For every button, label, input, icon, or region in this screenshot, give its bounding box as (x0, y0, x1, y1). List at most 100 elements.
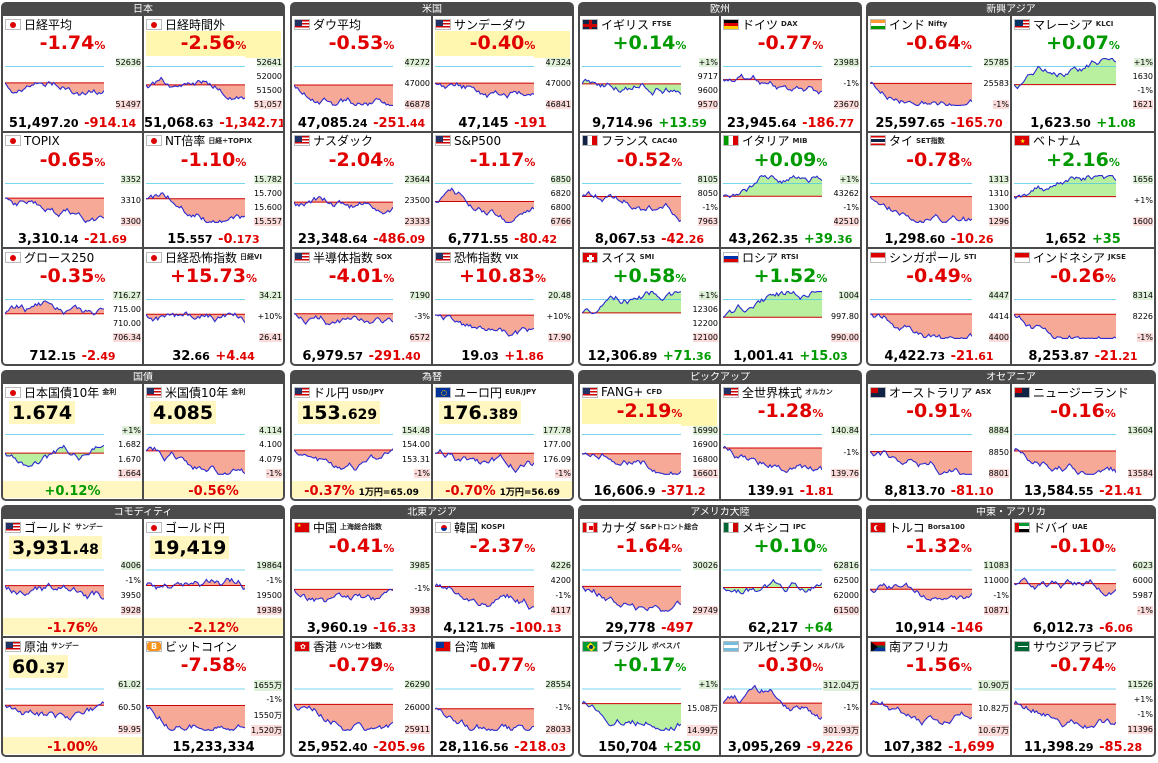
axis-label: 4400 (988, 333, 1009, 343)
axis-label: 61.02 (118, 680, 141, 689)
market-tile[interactable]: 日本国債10年 金利 1.674 +1% 1.682 1.670 1.664 +0.12% (3, 384, 142, 499)
market-tile[interactable]: グロース250 -0.35% 716.27 715.00 710.00 706.34 712… (3, 249, 142, 364)
price-value: 47,085 (297, 115, 349, 131)
change-percent: +2.16% (1046, 148, 1120, 171)
market-tile[interactable]: 台湾 加権 -0.77% 28554 -1% 28033 28,116.56 -218.03 (433, 638, 572, 755)
market-tile[interactable]: ドイツ DAX -0.77% 23983 -1% 23670 23,945.64 -186.… (721, 16, 860, 131)
market-tile[interactable]: 韓国 KOSPI -2.37% 4226 4200 -1% 4117 4,121.75 -10… (433, 519, 572, 636)
chart-fill-area (5, 301, 104, 316)
chart-fill-area (582, 191, 681, 222)
axis-label: 4117 (550, 606, 571, 615)
market-tile[interactable]: オーストラリア ASX -0.91% 8884 8850 8801 8,813.70 -81… (868, 384, 1010, 499)
price-line (581, 452, 682, 475)
price-chart (4, 678, 105, 733)
change-decimal: .49 (96, 349, 116, 363)
market-tile[interactable]: ユーロ円 EUR/JPY 176.389 177.78 177.00 176.09 -1% -… (433, 384, 572, 499)
market-tile[interactable]: 米国債10年 金利 4.085 4.114 4.100 4.079 -1% -0.56% (144, 384, 283, 499)
price-chart (581, 289, 682, 342)
axis-label: 47000 (545, 79, 571, 88)
market-tile[interactable]: インドネシア JKSE -0.26% 8314 8226 -1% 8,253.87 -21.… (1012, 249, 1154, 364)
market-tile[interactable]: S&P500 -1.17% 6850 6820 6800 6766 6,771.55 -80… (433, 132, 572, 248)
conversion-note: 1万円=65.09 (358, 488, 419, 498)
market-tile[interactable]: 半導体指数 SOX -4.01% 7190 -3% 6572 6,979.57 -291.4… (292, 249, 431, 364)
axis-label: -1% (266, 695, 282, 704)
price-row: 15.557 -0.173 (144, 229, 283, 247)
axis-label: 34.21 (259, 291, 282, 301)
price-line (4, 81, 105, 96)
market-tile[interactable]: ✿ 香港 ハンセン指数 -0.79% 26290 26000 25911 25,952.40 … (292, 638, 431, 755)
market-tile[interactable]: ロシア RTSI +1.52% 1004 997.80 990.00 1,001.41 +1… (721, 249, 860, 364)
change-percent: +15.73% (169, 265, 258, 288)
market-tile[interactable]: 恐怖指数 VIX +10.83% 20.48 +10% 17.90 19.03 +1.86 (433, 249, 572, 364)
market-tile[interactable]: ゴールド サンデー 3,931.48 4006 -1% 3950 3928 -1.76% (3, 519, 142, 636)
tile-header: ニュージーランド (1014, 385, 1152, 399)
market-tile[interactable]: ブラジル ボベスパ +0.17% +1% 15.08万 14.99万 150,704 +25… (580, 638, 719, 755)
market-tile[interactable]: ドバイ UAE -0.10% 6023 6000 5987 -1% 6,012.73 -6.0… (1012, 519, 1154, 636)
market-tile[interactable]: ★ 中国 上海総合指数 -0.41% 3985 -1% 3938 3,960.19 -16.3… (292, 519, 431, 636)
market-tile[interactable]: 全世界株式 オルカン -1.28% 140.84 -1% 139.76 139.91 -1.… (721, 384, 860, 499)
market-tile[interactable]: TOPIX -0.65% 3352 3310 3300 3,310.14 -21.69 (3, 132, 142, 248)
market-tile[interactable]: B ビットコイン -7.58% 1655万 -1% 1550万 1,520万 15,233,3… (144, 638, 283, 755)
market-tile[interactable]: ★ ベトナム +2.16% 1656 +1% 1600 1,652 +35 (1012, 132, 1154, 248)
market-tile[interactable]: FANG+ CFD -2.19% 16990 16900 16800 16601 16,606… (580, 384, 719, 499)
axis-label: 1300 (988, 202, 1009, 212)
axis-label: 1.664 (118, 469, 141, 478)
chart-area (581, 172, 682, 225)
change-percent: +0.12% (44, 484, 101, 499)
price-decimal: .75 (484, 622, 505, 635)
axis-label: 51,057 (254, 100, 282, 109)
chart-area (434, 424, 535, 477)
market-tile[interactable]: 原油 サンデー 60.37 61.02 60.50 59.95 -1.00% (3, 638, 142, 755)
market-tile[interactable]: フランス CAC40 -0.52% 8105 8050 -1% 7963 8,067.53 -… (580, 132, 719, 248)
price-value: 1,001 (733, 348, 775, 364)
price-line (434, 448, 535, 474)
market-tile[interactable]: ゴールド円 19,419 19864 -1% 19500 19389 -2.12% (144, 519, 283, 636)
chart-fill-area (1014, 578, 1116, 596)
region-panel: 新興アジア インド Nifty -0.64% 25785 25583 -1% 25,597.6… (866, 2, 1156, 366)
market-tile[interactable]: ダウ平均 -0.53% 47272 47000 46878 47,085.24 -251.… (292, 16, 431, 131)
region-title: 国債 (133, 372, 153, 383)
market-tile[interactable]: スイス SMI +0.58% +1% 12306 12200 12100 12,306.89 … (580, 249, 719, 364)
price-row: 25,952.40 -205.96 (292, 737, 431, 755)
market-tile[interactable]: イタリア MIB +0.09% +1% 43262 -1% 42510 43,262.35 +… (721, 132, 860, 248)
change-row: -0.56% (144, 481, 283, 499)
region-panel: 米国 ダウ平均 -0.53% 47272 47000 46878 47,085.24 -25… (290, 2, 574, 366)
market-tile[interactable]: 日経恐怖指数 日経VI +15.73% 34.21 +10% 26.41 32.66 +4.… (144, 249, 283, 364)
price-line (293, 313, 394, 326)
change-decimal: .33 (396, 622, 417, 635)
market-tile[interactable]: NT倍率 日経÷TOPIX -1.10% 15.782 15.700 15.600 15.5… (144, 132, 283, 248)
price-chart (293, 678, 394, 733)
axis-label: 46841 (545, 100, 571, 109)
market-tile[interactable]: マレーシア KLCI +0.07% +1% 1630 -1% 1621 1,623.50 +1… (1012, 16, 1154, 131)
axis-label: 177.78 (543, 426, 571, 435)
chart-area (4, 56, 105, 108)
market-tile[interactable]: ニュージーランド -0.16% 13604 13584 13,584.55 -21.41 (1012, 384, 1154, 499)
axis-label: 154.00 (402, 440, 430, 449)
change-percent: -1.17% (469, 148, 536, 171)
axis-label: 6000 (1132, 576, 1153, 585)
market-tile[interactable]: 日経時間外 -2.56% 52641 52000 51500 51,057 51,068.6… (144, 16, 283, 131)
flag-icon (870, 135, 886, 147)
change-percent: -2.04% (328, 148, 395, 171)
market-tile[interactable]: ドル円 USD/JPY 153.629 154.48 154.00 153.31 -1% -0… (292, 384, 431, 499)
market-tile[interactable]: シンガポール STI -0.49% 4447 4414 4400 4,422.73 -21.… (868, 249, 1010, 364)
market-tile[interactable]: 日経平均 -1.74% 52636 51497 51,497.20 -914.14 (3, 16, 142, 131)
market-tile[interactable]: サンデーダウ -0.40% 47324 47000 46841 47,145 -191 (433, 16, 572, 131)
market-tile[interactable]: インド Nifty -0.64% 25785 25583 -1% 25,597.65 -16… (868, 16, 1010, 131)
market-tile[interactable]: イギリス FTSE +0.14% +1% 9717 9600 9570 9,714.96 +1… (580, 16, 719, 131)
market-tile[interactable]: カナダ S&Pトロント総合 -1.64% 30026 29749 29,778 -497 (580, 519, 719, 636)
market-tile[interactable]: アルゼンチン メルバル -0.30% 312.04万 -1% 301.93万 3,095,2… (721, 638, 860, 755)
change-decimal: .03 (828, 349, 848, 363)
market-tile[interactable]: トルコ Borsa100 -1.32% 11083 11000 -1% 10871 10,91… (868, 519, 1010, 636)
market-tile[interactable]: サウジアラビア -0.74% 11526 +1% -1% 11396 11,398.29 -… (1012, 638, 1154, 755)
market-tile[interactable]: タイ SET指数 -0.78% 1313 1310 1300 1296 1,298.60 -1… (868, 132, 1010, 248)
market-sub: 金利 (102, 388, 117, 396)
tile-header: イタリア MIB (723, 134, 858, 148)
market-tile[interactable]: 南アフリカ -1.56% 10.90万 10.82万 10.67万 107,382 -1,… (868, 638, 1010, 755)
market-tile[interactable]: ナスダック -2.04% 23644 23500 23333 23,348.64 -486… (292, 132, 431, 248)
market-name: 台湾 (454, 639, 479, 654)
market-tile[interactable]: メキシコ IPC +0.10% 62816 62500 62000 61500 62,217 … (721, 519, 860, 636)
price-row: 139.91 -1.81 (721, 481, 860, 499)
price-decimal: .57 (343, 349, 364, 363)
price-decimal: .41 (774, 349, 794, 363)
